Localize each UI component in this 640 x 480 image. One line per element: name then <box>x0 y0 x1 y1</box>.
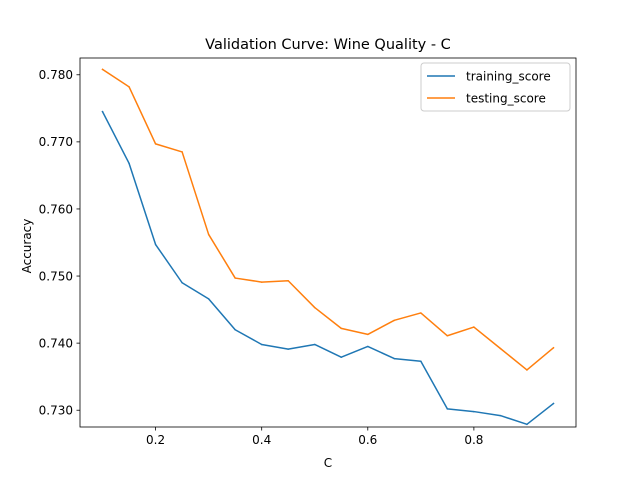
data-point-testing_score-13 <box>446 335 449 337</box>
data-point-training_score-10 <box>367 345 369 348</box>
data-point-training_score-12 <box>420 360 422 363</box>
y-tick-label: 0.740 <box>39 336 73 350</box>
x-tick-label: 0.2 <box>146 433 165 447</box>
data-point-testing_score-7 <box>287 279 289 282</box>
data-point-testing_score-12 <box>420 312 422 314</box>
data-point-testing_score-6 <box>260 281 263 283</box>
data-point-training_score-16 <box>526 423 528 426</box>
x-axis-label: C <box>324 456 332 470</box>
axes-frame <box>79 57 577 428</box>
data-point-testing_score-14 <box>473 326 475 328</box>
data-point-training_score-7 <box>287 348 289 350</box>
data-point-testing_score-16 <box>526 369 528 371</box>
x-tick-label: 0.4 <box>252 433 271 447</box>
x-tick-label: 0.8 <box>464 433 483 447</box>
y-tick-label: 0.770 <box>39 135 73 149</box>
series-line-training_score <box>101 110 555 426</box>
data-point-training_score-15 <box>499 414 502 417</box>
data-point-training_score-14 <box>473 410 475 413</box>
data-point-training_score-17 <box>552 402 555 405</box>
data-point-testing_score-1 <box>128 86 130 88</box>
legend-box <box>420 62 571 112</box>
data-point-testing_score-0 <box>101 68 104 71</box>
data-point-testing_score-4 <box>207 233 210 236</box>
legend-label-testing_score: testing_score <box>466 91 546 105</box>
data-point-training_score-11 <box>393 357 396 360</box>
data-point-testing_score-5 <box>234 277 236 279</box>
data-point-training_score-5 <box>234 328 236 331</box>
data-point-training_score-0 <box>101 110 104 113</box>
data-point-training_score-4 <box>207 298 210 300</box>
x-tick-label: 0.6 <box>358 433 377 447</box>
legend: training_score testing_score <box>420 62 571 112</box>
chart-title: Validation Curve: Wine Quality - C <box>205 37 451 53</box>
data-point-training_score-3 <box>181 282 183 284</box>
y-tick-label: 0.760 <box>39 202 73 216</box>
data-point-training_score-2 <box>154 243 157 246</box>
data-point-training_score-1 <box>128 162 130 165</box>
y-tick-label: 0.730 <box>39 404 73 418</box>
data-point-testing_score-2 <box>154 143 157 145</box>
data-point-testing_score-15 <box>499 347 502 350</box>
data-point-training_score-9 <box>340 356 343 358</box>
data-point-testing_score-9 <box>340 327 343 330</box>
data-point-testing_score-17 <box>552 347 555 349</box>
data-point-testing_score-3 <box>181 151 183 153</box>
y-tick-label: 0.750 <box>39 269 73 283</box>
data-point-testing_score-8 <box>313 306 316 309</box>
legend-label-training_score: training_score <box>466 69 551 83</box>
data-point-training_score-6 <box>260 343 263 346</box>
data-point-testing_score-10 <box>367 333 369 336</box>
data-point-training_score-13 <box>446 408 449 410</box>
y-axis-label: Accuracy <box>20 219 34 274</box>
data-point-testing_score-11 <box>393 319 396 322</box>
y-tick-label: 0.780 <box>39 68 73 82</box>
data-point-training_score-8 <box>313 343 316 346</box>
plot-area: 0.2 0.4 0.6 0.8 0.730 0.740 0.750 0.760 0.770 0.7… <box>39 57 577 447</box>
series-line-testing_score <box>101 68 555 371</box>
